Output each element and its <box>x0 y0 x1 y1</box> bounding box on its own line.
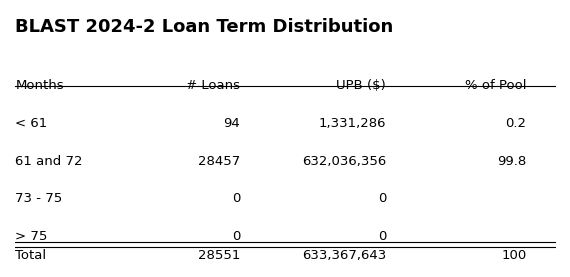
Text: 0: 0 <box>378 192 386 205</box>
Text: 633,367,643: 633,367,643 <box>302 249 386 262</box>
Text: 28457: 28457 <box>198 155 240 168</box>
Text: 632,036,356: 632,036,356 <box>302 155 386 168</box>
Text: > 75: > 75 <box>15 230 48 243</box>
Text: 0.2: 0.2 <box>506 117 527 130</box>
Text: 0: 0 <box>231 230 240 243</box>
Text: 100: 100 <box>501 249 527 262</box>
Text: 61 and 72: 61 and 72 <box>15 155 83 168</box>
Text: 1,331,286: 1,331,286 <box>319 117 386 130</box>
Text: Months: Months <box>15 79 64 93</box>
Text: 99.8: 99.8 <box>497 155 527 168</box>
Text: 94: 94 <box>223 117 240 130</box>
Text: % of Pool: % of Pool <box>465 79 527 93</box>
Text: 0: 0 <box>378 230 386 243</box>
Text: UPB ($): UPB ($) <box>336 79 386 93</box>
Text: 73 - 75: 73 - 75 <box>15 192 63 205</box>
Text: BLAST 2024-2 Loan Term Distribution: BLAST 2024-2 Loan Term Distribution <box>15 18 394 36</box>
Text: 0: 0 <box>231 192 240 205</box>
Text: # Loans: # Loans <box>186 79 240 93</box>
Text: 28551: 28551 <box>198 249 240 262</box>
Text: Total: Total <box>15 249 47 262</box>
Text: < 61: < 61 <box>15 117 48 130</box>
